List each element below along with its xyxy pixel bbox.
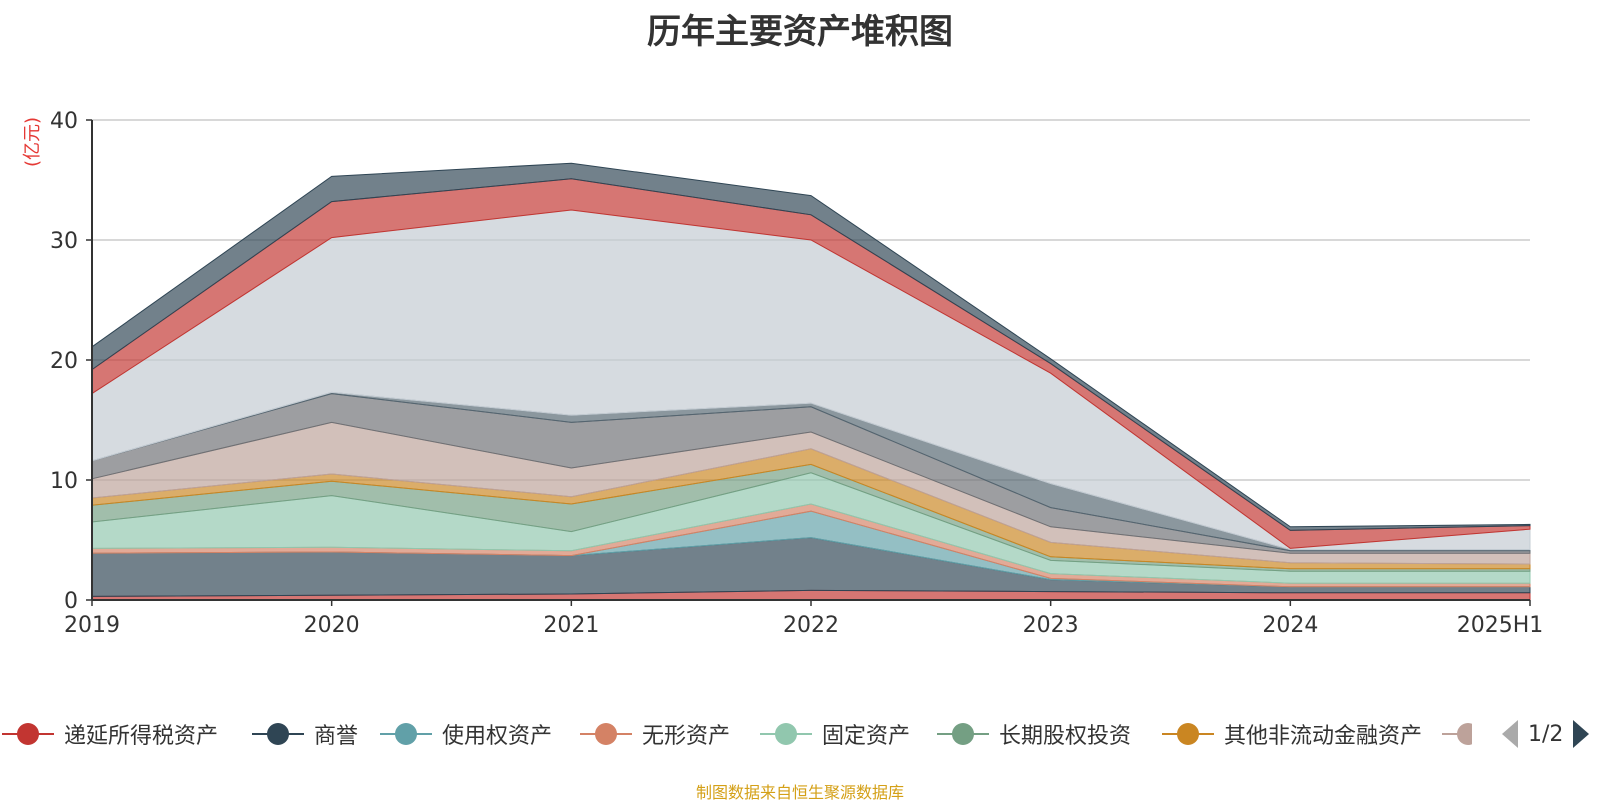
x-tick-label: 2022	[783, 613, 839, 638]
source-note: 制图数据来自恒生聚源数据库	[695, 783, 904, 802]
legend-marker-icon	[380, 723, 432, 745]
area-layer	[91, 162, 1531, 601]
legend-item-6[interactable]: 其他非流动金融资产	[1160, 716, 1422, 752]
legend-item-3[interactable]: 无形资产	[578, 716, 730, 752]
page-indicator: 1/2	[1528, 721, 1564, 747]
y-tick-label: 20	[50, 349, 78, 374]
y-tick-label: 40	[50, 109, 78, 134]
legend-marker-icon	[760, 723, 812, 745]
legend-item-5[interactable]: 长期股权投资	[935, 716, 1131, 752]
x-tick-label: 2024	[1262, 613, 1318, 638]
x-tick-label: 2020	[304, 613, 360, 638]
legend-item-partial[interactable]	[1440, 716, 1472, 752]
legend: 递延所得税资产 商誉 使用权资产 无形资产 固定资产 长期股权投资 其他非流动金融资产	[0, 716, 1600, 752]
legend-marker-icon	[252, 723, 304, 745]
legend-marker-icon	[937, 723, 989, 745]
legend-item-4[interactable]: 固定资产	[758, 716, 910, 752]
x-tick-label: 2023	[1023, 613, 1079, 638]
y-tick-label: 10	[50, 469, 78, 494]
prev-page-icon[interactable]	[1500, 718, 1520, 750]
legend-marker-icon	[580, 723, 632, 745]
legend-label: 无形资产	[642, 724, 731, 749]
y-tick-label: 30	[50, 229, 78, 254]
x-tick-label: 2019	[64, 613, 120, 638]
legend-pager: 1/2	[1500, 716, 1591, 752]
legend-marker-icon	[1162, 723, 1214, 745]
axis-layer: 0 10 20 30 40 2019 2020 2021 2022 2023 2024 2025H1	[50, 109, 1543, 638]
chart-title: 历年主要资产堆积图	[647, 12, 953, 52]
next-page-icon[interactable]	[1571, 718, 1591, 750]
legend-label: 其他非流动金融资产	[1224, 724, 1423, 749]
legend-item-2[interactable]: 使用权资产	[378, 716, 552, 752]
legend-label: 长期股权投资	[999, 724, 1132, 749]
y-tick-label: 0	[64, 589, 78, 614]
legend-label: 商誉	[314, 724, 359, 749]
legend-marker-icon	[1442, 723, 1472, 745]
area-series-12[interactable]	[91, 162, 1531, 531]
legend-item-0[interactable]: 递延所得税资产	[0, 716, 218, 752]
x-tick-label: 2025H1	[1457, 613, 1544, 638]
legend-label: 递延所得税资产	[64, 724, 219, 749]
y-axis-label: (亿元)	[22, 117, 43, 167]
legend-marker-icon	[2, 723, 54, 745]
legend-item-1[interactable]: 商誉	[250, 716, 358, 752]
x-tick-label: 2021	[543, 613, 599, 638]
legend-label: 使用权资产	[442, 724, 553, 749]
legend-label: 固定资产	[822, 724, 911, 749]
